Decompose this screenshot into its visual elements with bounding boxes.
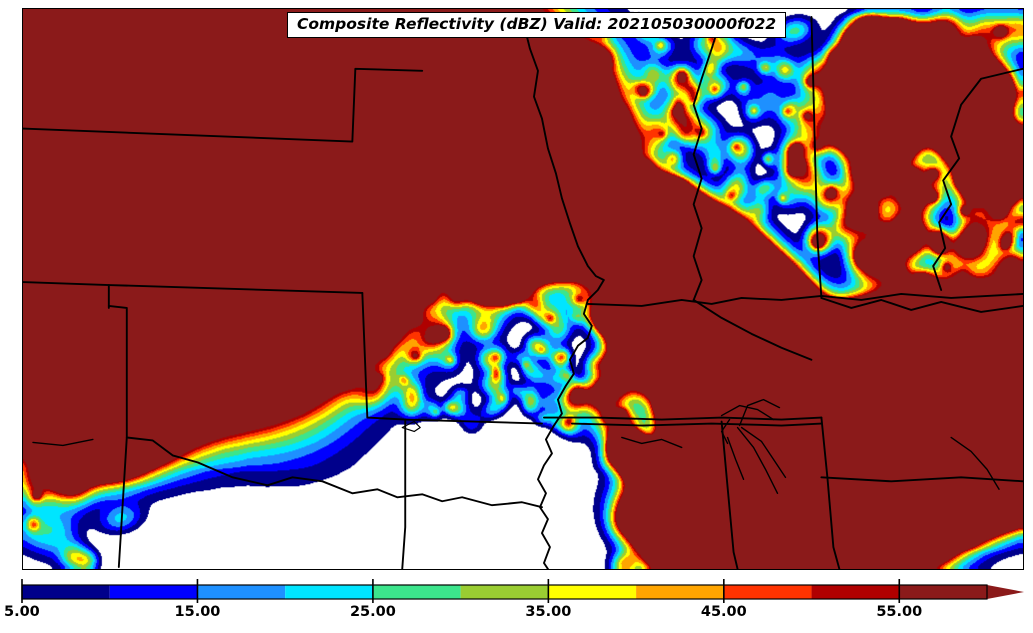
radar-reflectivity-layer — [23, 9, 1023, 569]
colorbar-band — [109, 585, 198, 599]
colorbar-tick-label: 15.00 — [174, 604, 221, 620]
colorbar-tick-label: 45.00 — [700, 604, 747, 620]
colorbar-tick-label: 55.00 — [876, 604, 923, 620]
colorbar-tick-label: 5.00 — [4, 604, 40, 620]
colorbar-band — [636, 585, 724, 599]
colorbar-extend-max-arrow — [987, 585, 1024, 599]
colorbar[interactable]: 5.00 15.00 25.00 35.00 45.00 55.00 — [0, 578, 1033, 633]
colorbar-band — [548, 585, 637, 599]
colorbar-gradient — [21, 579, 1024, 603]
colorbar-band — [285, 585, 373, 599]
colorbar-band — [899, 585, 987, 599]
colorbar-band — [460, 585, 549, 599]
colorbar-tick-label: 35.00 — [525, 604, 572, 620]
plot-title: Composite Reflectivity (dBZ) Valid: 2021… — [287, 12, 787, 39]
colorbar-tick-label: 25.00 — [349, 604, 396, 620]
colorbar-band — [811, 585, 900, 599]
colorbar-band — [372, 585, 461, 599]
colorbar-band — [197, 585, 286, 599]
colorbar-band — [22, 585, 110, 599]
colorbar-band — [723, 585, 812, 599]
composite-reflectivity-map[interactable] — [22, 8, 1024, 570]
